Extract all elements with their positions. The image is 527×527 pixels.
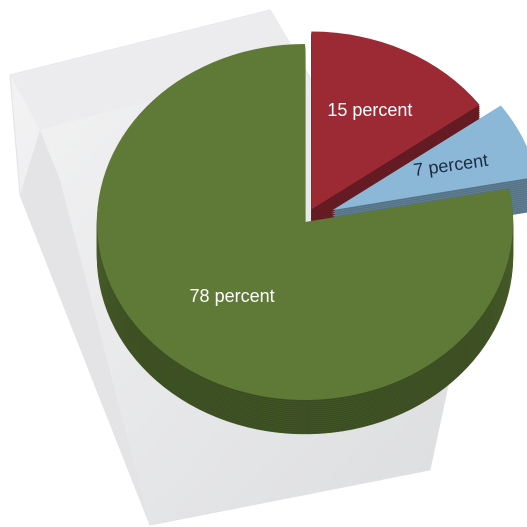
slice: [332, 105, 527, 211]
data-label: 78 percent: [190, 286, 275, 306]
data-label: 15 percent: [327, 100, 412, 120]
slice: [96, 44, 513, 400]
slice: [311, 31, 480, 210]
